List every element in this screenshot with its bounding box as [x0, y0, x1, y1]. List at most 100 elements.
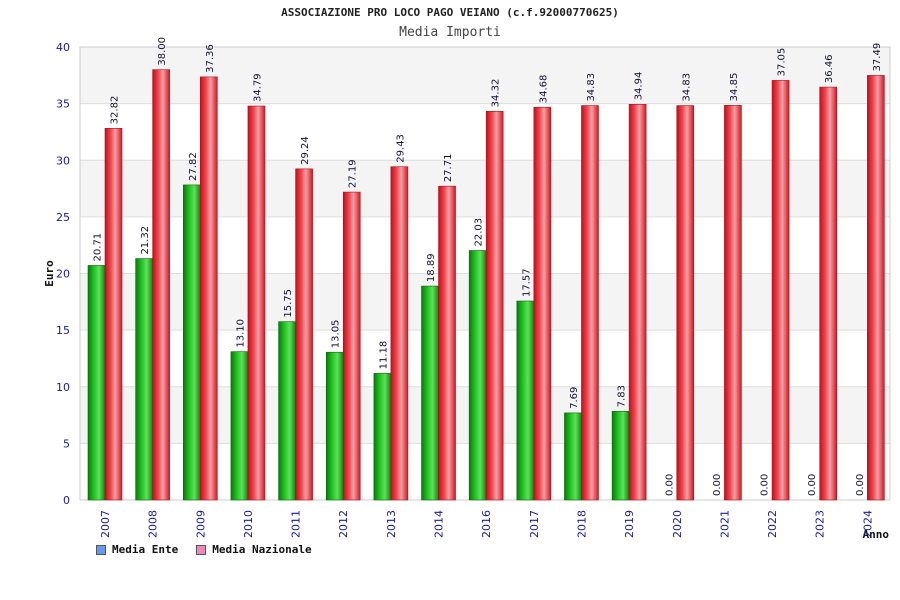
bar-media-ente — [135, 258, 153, 501]
value-label-media-ente: 21.32 — [140, 226, 151, 255]
y-tick-label: 20 — [56, 268, 70, 281]
value-label-media-nazionale: 36.46 — [824, 54, 835, 83]
bar-media-nazionale — [104, 128, 123, 501]
value-label-media-ente: 11.18 — [378, 341, 389, 370]
bar-media-nazionale — [581, 105, 599, 501]
y-tick-label: 5 — [63, 437, 70, 450]
value-label-media-ente: 0.00 — [855, 474, 866, 496]
y-axis-label: Euro — [43, 260, 56, 287]
x-tick-label: 2021 — [718, 510, 731, 538]
legend-item-ente: Media Ente — [96, 543, 178, 556]
value-label-media-nazionale: 34.79 — [252, 73, 263, 102]
legend-label-ente: Media Ente — [112, 543, 179, 556]
chart-title: ASSOCIAZIONE PRO LOCO PAGO VEIANO (c.f.9… — [281, 6, 619, 19]
value-label-media-nazionale: 37.05 — [777, 48, 788, 77]
value-label-media-ente: 17.57 — [521, 268, 532, 297]
value-label-media-nazionale: 34.32 — [491, 79, 502, 108]
legend-item-nazionale: Media Nazionale — [196, 543, 312, 556]
x-tick-label: 2019 — [623, 510, 636, 538]
value-label-media-ente: 22.03 — [474, 218, 485, 247]
value-label-media-ente: 13.10 — [235, 319, 246, 348]
bar-media-ente — [87, 265, 106, 501]
legend-swatch-ente — [96, 544, 106, 555]
bar-media-nazionale — [438, 185, 456, 501]
bar-media-nazionale — [771, 80, 790, 501]
value-label-media-nazionale: 34.68 — [538, 75, 549, 104]
bar-media-nazionale — [295, 168, 313, 501]
value-label-media-nazionale: 29.43 — [395, 134, 406, 163]
x-tick-label: 2018 — [575, 510, 588, 538]
x-tick-label: 2014 — [433, 510, 446, 538]
value-label-media-ente: 18.89 — [426, 253, 437, 282]
value-label-media-nazionale: 34.83 — [681, 73, 692, 102]
value-label-media-ente: 0.00 — [807, 474, 818, 496]
bar-media-ente — [182, 184, 201, 501]
x-tick-label: 2009 — [194, 510, 207, 538]
bar-media-ente — [325, 351, 344, 501]
chart-legend: Media Ente Media Nazionale — [96, 543, 312, 556]
x-tick-label: 2020 — [671, 510, 684, 538]
bar-media-nazionale — [819, 86, 838, 501]
value-label-media-nazionale: 29.24 — [300, 136, 311, 165]
value-label-media-nazionale: 34.83 — [586, 73, 597, 102]
x-tick-label: 2012 — [337, 510, 350, 538]
y-tick-label: 40 — [56, 41, 70, 54]
bar-media-nazionale — [199, 76, 218, 501]
bar-media-ente — [373, 373, 392, 501]
value-label-media-ente: 20.71 — [93, 233, 104, 262]
bar-media-ente — [564, 412, 582, 501]
chart-subtitle: Media Importi — [399, 25, 501, 40]
value-label-media-nazionale: 38.00 — [157, 37, 168, 66]
legend-label-nazionale: Media Nazionale — [212, 543, 312, 556]
y-tick-label: 25 — [56, 211, 70, 224]
value-label-media-ente: 7.69 — [569, 387, 580, 409]
x-tick-label: 2008 — [147, 510, 160, 538]
x-tick-label: 2016 — [480, 510, 493, 538]
value-label-media-nazionale: 37.36 — [205, 44, 216, 73]
value-label-media-nazionale: 27.71 — [443, 154, 454, 183]
bar-media-nazionale — [533, 106, 552, 501]
bar-media-nazionale — [390, 166, 409, 501]
bar-media-nazionale — [867, 75, 885, 501]
bar-media-ente — [468, 250, 487, 501]
bar-media-nazionale — [485, 111, 504, 501]
x-tick-label: 2023 — [814, 510, 827, 538]
value-label-media-nazionale: 27.19 — [348, 159, 359, 188]
bar-media-ente — [421, 285, 439, 501]
value-label-media-ente: 13.05 — [331, 320, 342, 349]
x-tick-label: 2024 — [861, 510, 874, 538]
bar-media-nazionale — [247, 105, 266, 501]
x-tick-label: 2013 — [385, 510, 398, 538]
value-label-media-ente: 15.75 — [283, 289, 294, 318]
bar-media-nazionale — [676, 105, 695, 501]
x-tick-label: 2010 — [242, 510, 255, 538]
bar-media-nazionale — [628, 104, 647, 501]
y-tick-label: 10 — [56, 381, 70, 394]
bar-media-ente — [611, 411, 630, 501]
value-label-media-ente: 0.00 — [760, 474, 771, 496]
x-tick-label: 2022 — [766, 510, 779, 538]
value-label-media-nazionale: 34.85 — [729, 73, 740, 102]
value-label-media-nazionale: 37.49 — [872, 43, 883, 72]
bar-media-nazionale — [152, 69, 170, 501]
value-label-media-nazionale: 32.82 — [110, 96, 121, 125]
y-tick-label: 0 — [63, 494, 70, 507]
value-label-media-ente: 7.83 — [617, 385, 628, 407]
bar-media-ente — [230, 351, 249, 501]
bar-media-ente — [278, 321, 296, 501]
y-tick-label: 30 — [56, 154, 70, 167]
x-tick-label: 2011 — [290, 510, 303, 538]
value-label-media-ente: 0.00 — [664, 474, 675, 496]
x-tick-label: 2007 — [99, 510, 112, 538]
bar-media-nazionale — [342, 191, 361, 501]
bar-media-ente — [516, 300, 535, 501]
x-tick-label: 2017 — [528, 510, 541, 538]
value-label-media-ente: 0.00 — [712, 474, 723, 496]
x-axis-label: Anno — [863, 528, 890, 541]
value-label-media-ente: 27.82 — [188, 152, 199, 181]
value-label-media-nazionale: 34.94 — [634, 72, 645, 101]
legend-swatch-nazionale — [196, 544, 207, 555]
bar-media-nazionale — [724, 105, 742, 501]
